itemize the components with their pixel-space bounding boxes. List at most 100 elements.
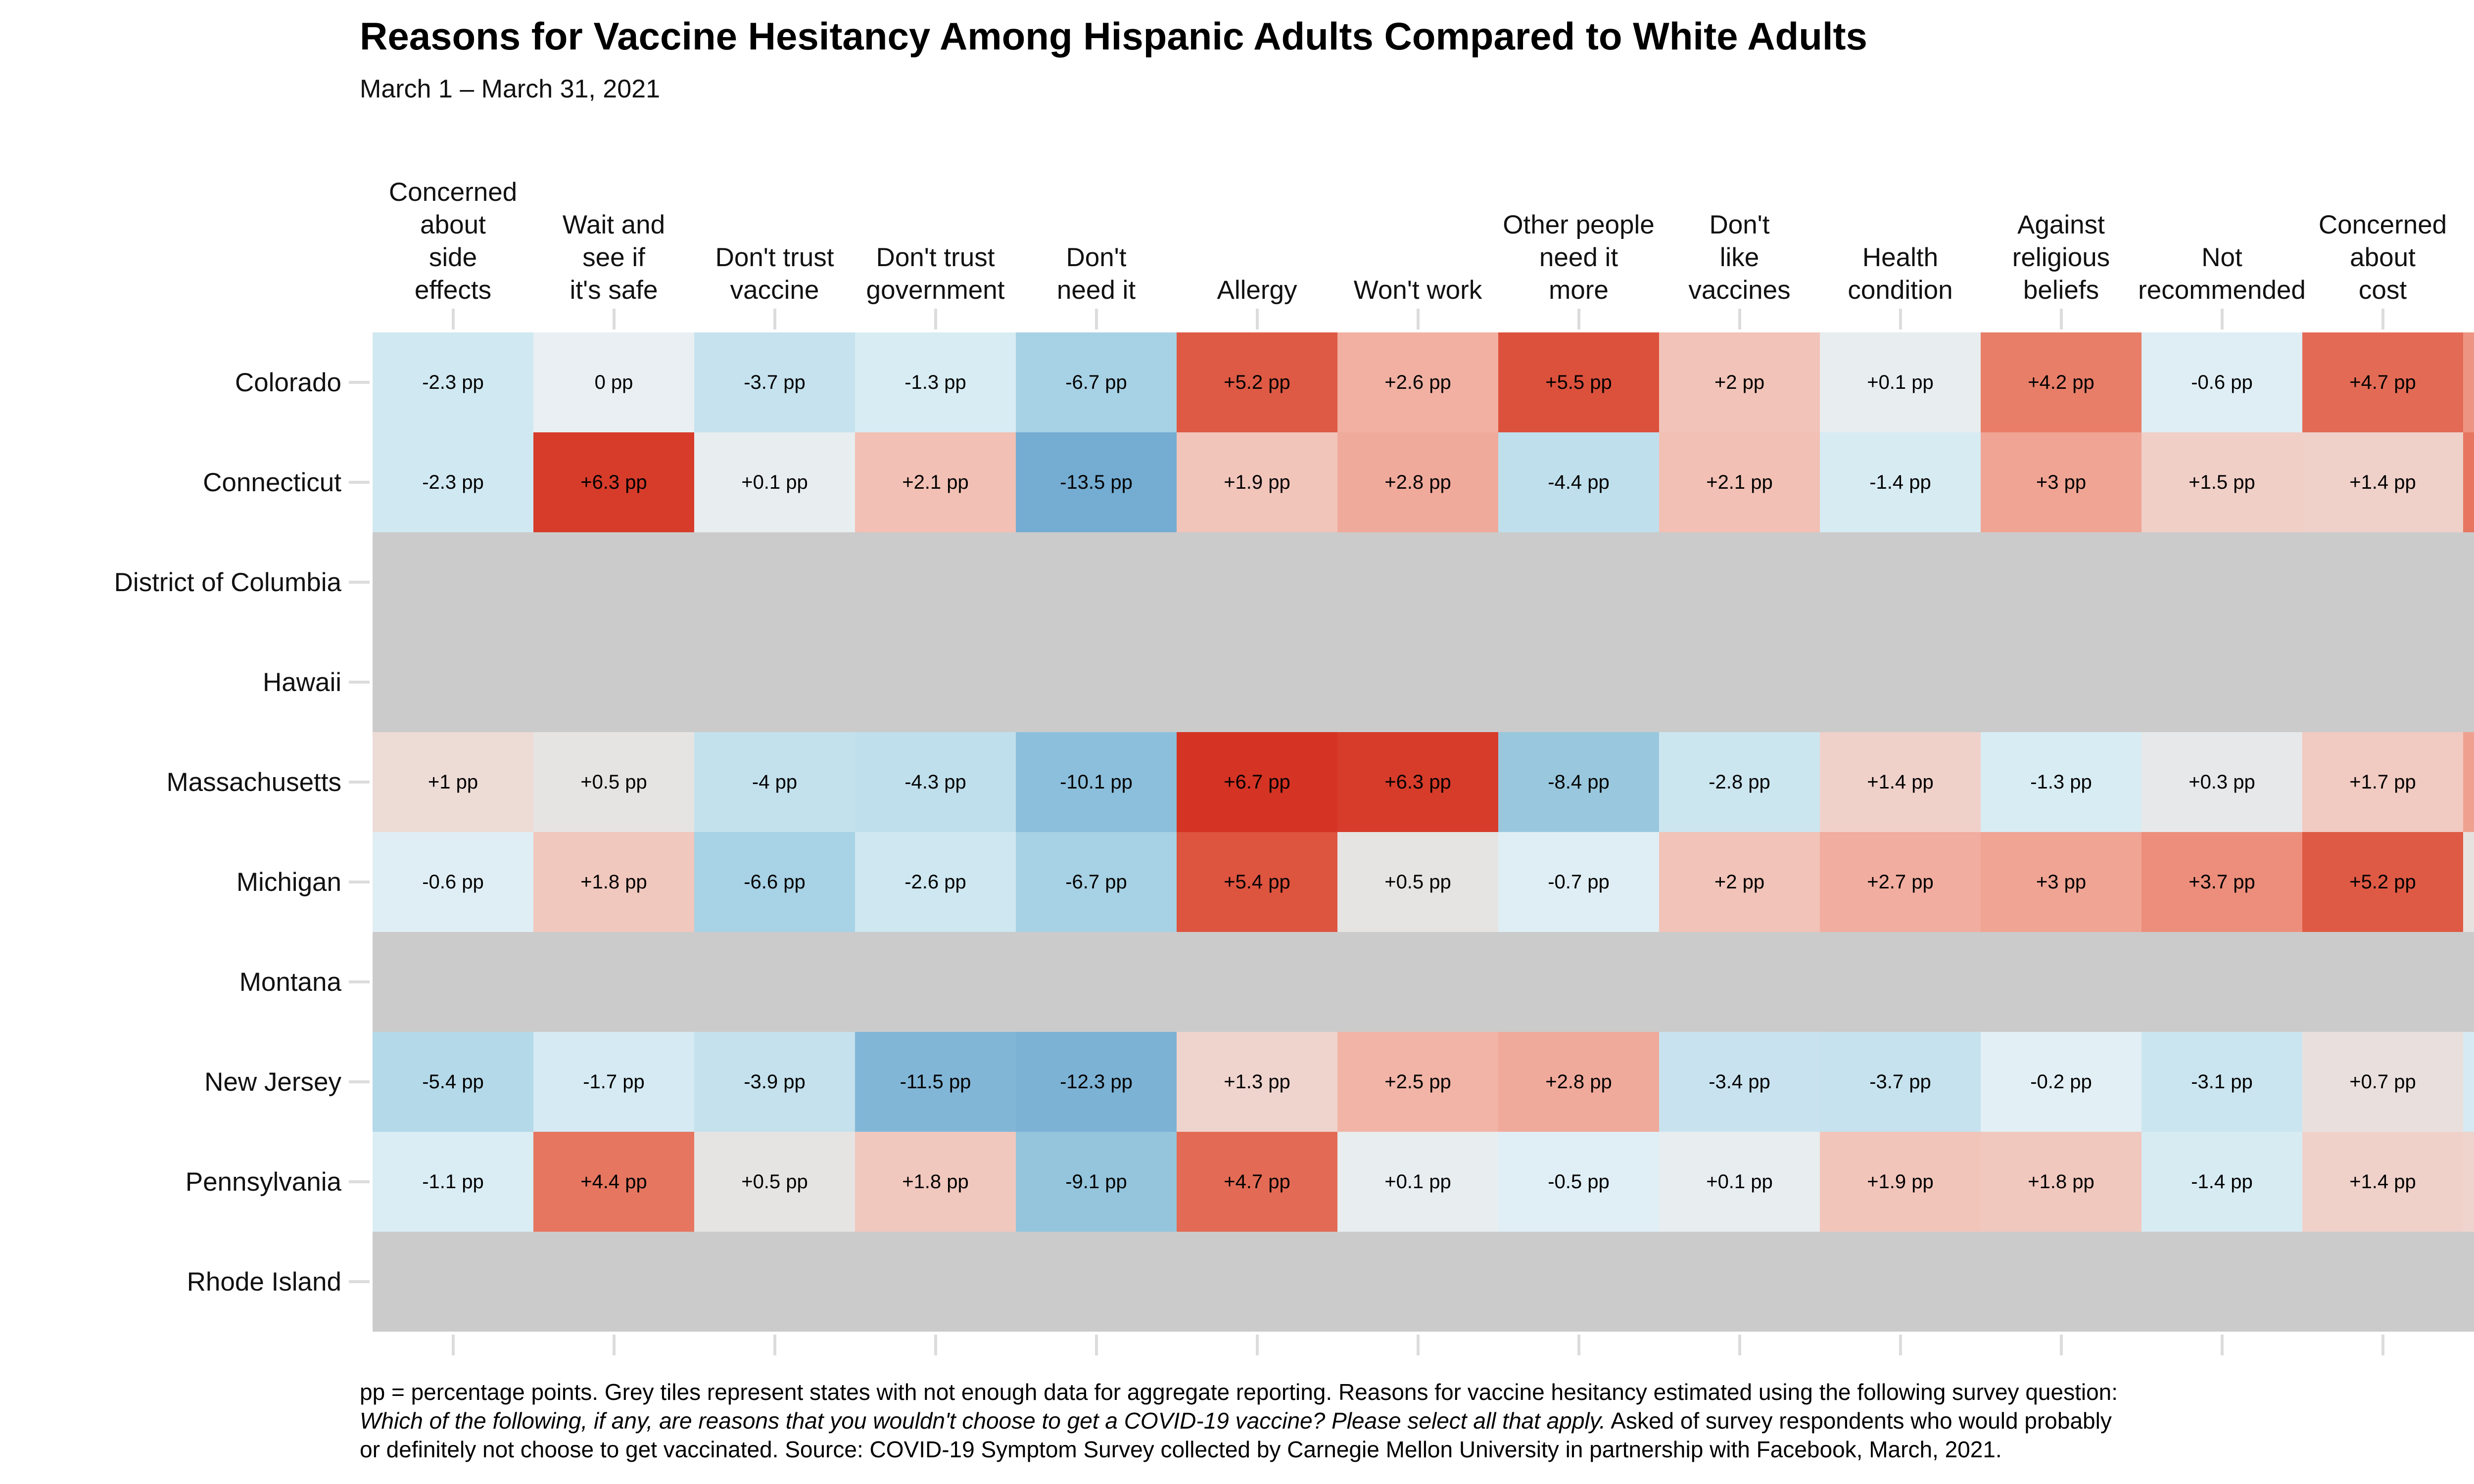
top-axis-tick bbox=[2059, 309, 2063, 329]
heatmap-cell: +1.4 pp bbox=[2302, 1132, 2463, 1232]
heatmap-cell: -10.1 pp bbox=[1016, 732, 1177, 832]
heatmap-cell: +3 pp bbox=[1981, 432, 2141, 532]
left-axis-tick bbox=[349, 681, 370, 684]
bottom-axis-tick bbox=[2059, 1335, 2063, 1355]
heatmap-cell bbox=[2463, 532, 2474, 632]
heatmap-cell: +2 pp bbox=[1659, 332, 1820, 432]
row-label-massachusetts: Massachusetts bbox=[166, 767, 341, 797]
heatmap-cell bbox=[1177, 632, 1337, 732]
heatmap-cell bbox=[2141, 1232, 2302, 1332]
heatmap-cell bbox=[2302, 1232, 2463, 1332]
heatmap-cell: +4.7 pp bbox=[2302, 332, 2463, 432]
heatmap-cell bbox=[2141, 932, 2302, 1032]
heatmap-cell bbox=[2141, 632, 2302, 732]
bottom-axis-tick bbox=[1255, 1335, 1259, 1355]
column-header-dont-like-vaccines: Don't like vaccines bbox=[1688, 210, 1791, 305]
heatmap-cell: -1.4 pp bbox=[1820, 432, 1981, 532]
heatmap-cell bbox=[533, 1232, 694, 1332]
heatmap-cell: -3.4 pp bbox=[1659, 1032, 1820, 1132]
heatmap-cell: +6.3 pp bbox=[533, 432, 694, 532]
footer-caption: pp = percentage points. Grey tiles repre… bbox=[360, 1378, 2474, 1464]
bottom-axis-tick bbox=[2220, 1335, 2224, 1355]
heatmap-cell bbox=[1337, 1232, 1498, 1332]
row-label-hawaii: Hawaii bbox=[262, 667, 341, 697]
bottom-axis-tick bbox=[2381, 1335, 2384, 1355]
bottom-axis-tick bbox=[1416, 1335, 1420, 1355]
heatmap-cell: -9.1 pp bbox=[1016, 1132, 1177, 1232]
heatmap-cell bbox=[1981, 932, 2141, 1032]
row-label-new-jersey: New Jersey bbox=[204, 1067, 341, 1097]
left-axis-tick bbox=[349, 881, 370, 883]
heatmap-grid: -2.3 pp 0 pp -3.7 pp -1.3 pp -6.7 pp +5.2 pp +… bbox=[373, 332, 2474, 1332]
heatmap-cell: +2.8 pp bbox=[1337, 432, 1498, 532]
heatmap-cell: +0.1 pp bbox=[1337, 1132, 1498, 1232]
top-axis-tick bbox=[773, 309, 776, 329]
heatmap-cell bbox=[1498, 1232, 1659, 1332]
heatmap-cell: -8.4 pp bbox=[1498, 732, 1659, 832]
heatmap-cell bbox=[1337, 932, 1498, 1032]
heatmap-cell bbox=[855, 1232, 1016, 1332]
heatmap-cell: +3.5 pp bbox=[2463, 332, 2474, 432]
left-axis-tick bbox=[349, 381, 370, 384]
heatmap-cell bbox=[855, 932, 1016, 1032]
heatmap-cell: +3 pp bbox=[1981, 832, 2141, 932]
heatmap-cell: +5.2 pp bbox=[1177, 332, 1337, 432]
heatmap-cell bbox=[1659, 632, 1820, 732]
bottom-axis-tick bbox=[1577, 1335, 1580, 1355]
heatmap-cell bbox=[1981, 632, 2141, 732]
heatmap-cell: -0.6 pp bbox=[2141, 332, 2302, 432]
heatmap-cell: -2.3 pp bbox=[373, 332, 533, 432]
chart-title: Reasons for Vaccine Hesitancy Among Hisp… bbox=[360, 14, 1867, 58]
column-header-dont-trust-government: Don't trust government bbox=[866, 243, 1005, 305]
heatmap-cell: -0.7 pp bbox=[1498, 832, 1659, 932]
column-header-against-religious-beliefs: Against religious beliefs bbox=[2012, 210, 2110, 305]
column-header-wont-work: Won't work bbox=[1353, 276, 1482, 305]
top-axis-tick bbox=[2220, 309, 2224, 329]
row-label-montana: Montana bbox=[239, 967, 341, 997]
left-axis-tick bbox=[349, 481, 370, 484]
column-header-wait-and-see: Wait and see if it's safe bbox=[562, 210, 666, 305]
row-label-district-of-columbia: District of Columbia bbox=[114, 567, 341, 597]
heatmap-cell: -3.9 pp bbox=[694, 1032, 855, 1132]
heatmap-cell: +5.2 pp bbox=[2302, 832, 2463, 932]
heatmap-cell bbox=[1659, 532, 1820, 632]
heatmap-cell: +1.9 pp bbox=[1177, 432, 1337, 532]
heatmap-cell: +0.1 pp bbox=[694, 432, 855, 532]
heatmap-cell bbox=[2302, 632, 2463, 732]
heatmap-cell: -5.4 pp bbox=[373, 1032, 533, 1132]
heatmap-cell: -1.3 pp bbox=[1981, 732, 2141, 832]
column-header-dont-trust-vaccine: Don't trust vaccine bbox=[715, 243, 834, 305]
heatmap-cell: -4 pp bbox=[694, 732, 855, 832]
heatmap-cell: -2.3 pp bbox=[373, 432, 533, 532]
heatmap-cell: +3.7 pp bbox=[2141, 832, 2302, 932]
heatmap-cell: 0 pp bbox=[533, 332, 694, 432]
heatmap-cell bbox=[2141, 532, 2302, 632]
heatmap-cell: -1.7 pp bbox=[533, 1032, 694, 1132]
top-axis-tick bbox=[1255, 309, 1259, 329]
heatmap-cell bbox=[1820, 632, 1981, 732]
heatmap-cell: -1.3 pp bbox=[855, 332, 1016, 432]
heatmap-cell: +0.1 pp bbox=[1820, 332, 1981, 432]
heatmap-cell: +1.5 pp bbox=[2141, 432, 2302, 532]
top-axis-tick bbox=[612, 309, 616, 329]
heatmap-cell: +6.3 pp bbox=[1337, 732, 1498, 832]
heatmap-cell bbox=[694, 932, 855, 1032]
heatmap-cell: +1.9 pp bbox=[1820, 1132, 1981, 1232]
column-header-concerned-about-cost: Concerned about cost bbox=[2318, 210, 2447, 305]
column-header-not-recommended: Not recommended bbox=[2138, 243, 2306, 305]
left-axis-tick bbox=[349, 781, 370, 784]
heatmap-cell bbox=[1337, 532, 1498, 632]
heatmap-cell: -1.1 pp bbox=[373, 1132, 533, 1232]
heatmap-cell: +0.5 pp bbox=[533, 732, 694, 832]
heatmap-cell: -3.7 pp bbox=[694, 332, 855, 432]
heatmap-cell bbox=[855, 532, 1016, 632]
heatmap-cell: +4.7 pp bbox=[1177, 1132, 1337, 1232]
heatmap-cell: +2.6 pp bbox=[1337, 332, 1498, 432]
heatmap-cell bbox=[2463, 632, 2474, 732]
heatmap-cell bbox=[373, 632, 533, 732]
heatmap-cell bbox=[1016, 532, 1177, 632]
heatmap-cell: -2.8 pp bbox=[1659, 732, 1820, 832]
heatmap-cell bbox=[533, 532, 694, 632]
heatmap-cell: +2.1 pp bbox=[1659, 432, 1820, 532]
